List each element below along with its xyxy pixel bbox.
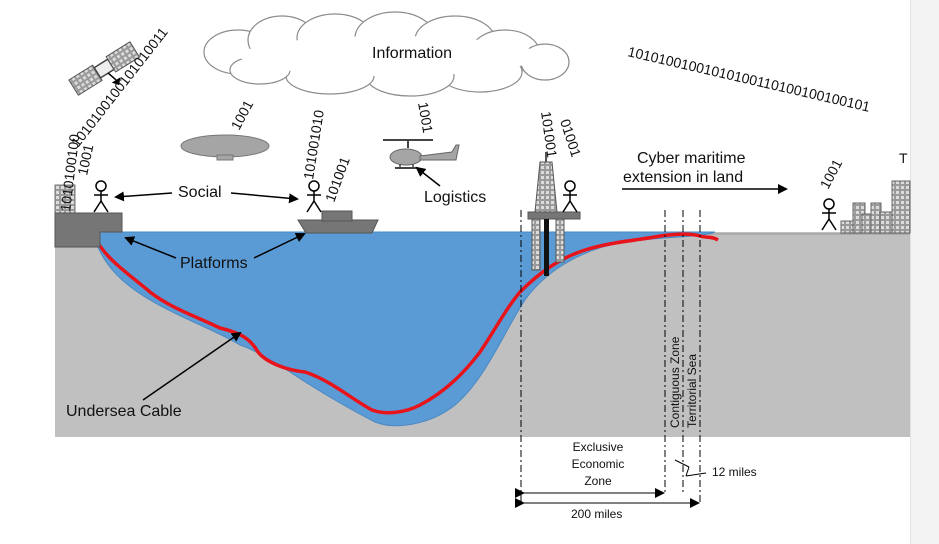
platforms-arrow-left — [124, 236, 177, 259]
binary-right-person: 1001 — [817, 156, 846, 191]
social-arrow-right — [230, 192, 299, 204]
binary-ship-short: 101001 — [322, 154, 353, 204]
territorial-sea-label: Territorial Sea — [685, 354, 699, 428]
binary-right-arc: 10101001001010100110100100100101 — [626, 43, 872, 114]
satellite-icon — [68, 41, 141, 96]
zone-boundaries — [520, 210, 701, 503]
undersea-cable — [96, 232, 719, 415]
binary-left-person: 1001 — [74, 143, 96, 177]
window-edge — [910, 0, 939, 544]
eez-label-line2: Economic — [572, 457, 625, 471]
binary-rig-left: 101001 — [538, 110, 560, 159]
information-label: Information — [372, 45, 452, 62]
platforms-label: Platforms — [180, 255, 248, 272]
city-buildings-icon — [840, 180, 911, 234]
logistics-label: Logistics — [424, 189, 486, 206]
social-arrow-left — [114, 191, 173, 202]
sea — [94, 231, 716, 427]
binary-blimp: 1001 — [228, 97, 257, 132]
cut-off-glyph: T — [899, 150, 908, 166]
undersea-cable-label: Undersea Cable — [66, 403, 182, 420]
binary-ship-long: 101001010 — [300, 109, 327, 181]
cyber-extension-line1: Cyber maritime — [637, 150, 746, 167]
eez-label-line1: Exclusive — [573, 440, 624, 454]
twelve-miles-label: 12 miles — [712, 465, 757, 479]
ship-icon — [297, 210, 379, 234]
platforms-arrow-right — [253, 232, 306, 259]
social-label: Social — [178, 184, 222, 201]
oil-rig-icon — [527, 152, 581, 276]
person-icon — [821, 198, 837, 231]
helicopter-icon — [383, 139, 460, 169]
person-icon — [306, 180, 322, 213]
two-hundred-miles-label: 200 miles — [571, 507, 622, 521]
blimp-icon — [180, 134, 270, 161]
binary-rig-right: 01001 — [557, 117, 584, 159]
logistics-arrow — [415, 166, 441, 187]
twelve-miles-marker — [674, 459, 707, 477]
cable-arrow — [142, 331, 242, 401]
contiguous-zone-label: Contiguous Zone — [668, 336, 682, 428]
eez-label-line3: Zone — [584, 474, 612, 488]
left-platform — [54, 184, 123, 248]
person-icon — [93, 180, 109, 213]
binary-helicopter: 1001 — [415, 101, 436, 135]
cloud-fill-cover — [240, 36, 540, 76]
person-icon — [562, 180, 578, 213]
cyber-extension-line2: extension in land — [623, 169, 743, 186]
